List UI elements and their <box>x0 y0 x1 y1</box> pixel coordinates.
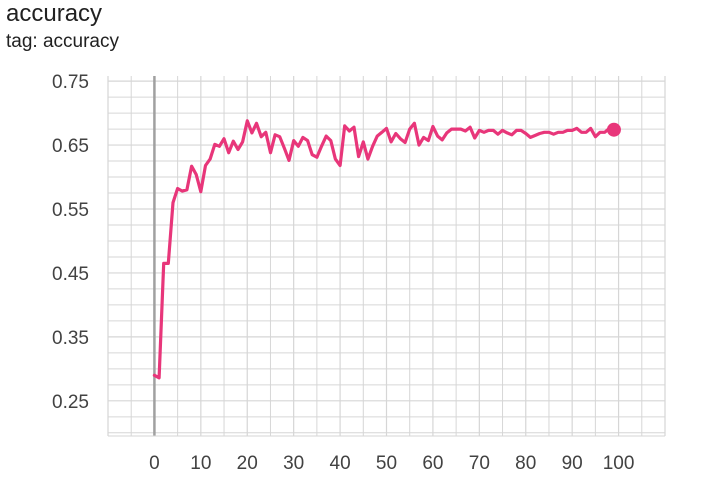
series-line <box>152 119 616 380</box>
grid-lines <box>107 76 666 436</box>
x-tick-label: 40 <box>330 453 351 474</box>
y-tick-label: 0.35 <box>52 328 89 349</box>
y-tick-label: 0.75 <box>52 72 89 93</box>
x-tick-label: 90 <box>562 453 583 474</box>
y-tick-label: 0.45 <box>52 264 89 285</box>
chart-subtitle: tag: accuracy <box>6 31 119 52</box>
y-tick-label: 0.65 <box>52 136 89 157</box>
x-tick-label: 70 <box>469 453 490 474</box>
x-tick-label: 50 <box>376 453 397 474</box>
x-tick-label: 60 <box>422 453 443 474</box>
x-tick-label: 20 <box>237 453 258 474</box>
x-tick-label: 80 <box>515 453 536 474</box>
last-point-marker <box>606 122 621 137</box>
x-tick-label: 10 <box>190 453 211 474</box>
x-tick-label: 0 <box>149 453 160 474</box>
x-tick-label: 30 <box>283 453 304 474</box>
y-tick-label: 0.55 <box>52 200 89 221</box>
series-layer <box>152 119 621 380</box>
chart-title: accuracy <box>6 0 103 27</box>
y-tick-label: 0.25 <box>52 392 89 413</box>
x-tick-label: 100 <box>603 453 635 474</box>
tick-labels: 0 10 20 30 40 50 60 70 80 90 100 0.25 0.35 0.45 0.55 0.… <box>52 72 634 474</box>
